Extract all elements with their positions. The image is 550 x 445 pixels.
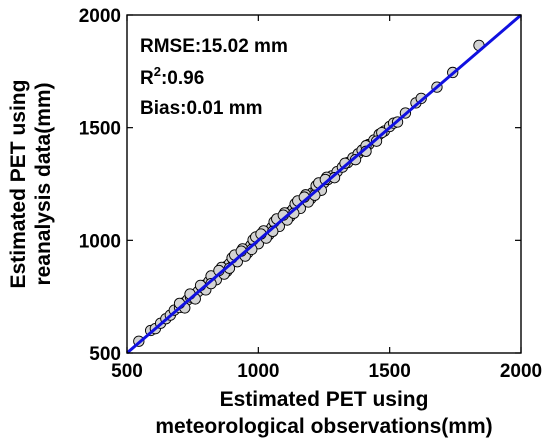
x-tick-label: 2000	[500, 361, 542, 382]
r2-value: :0.96	[161, 68, 204, 89]
r2-superscript: 2	[154, 64, 161, 79]
y-tick-label: 1000	[79, 231, 121, 252]
x-axis-label-line-1: Estimated PET using	[220, 388, 429, 411]
r2-label: R2:0.96	[140, 64, 204, 89]
rmse-label: RMSE:15.02 mm	[140, 36, 288, 57]
r2-base: R	[140, 68, 154, 89]
x-axis-label-line-2: meteorological observations(mm)	[155, 415, 492, 438]
y-tick-label: 1500	[79, 119, 121, 140]
y-axis-label-line-2: reanalysis data(mm)	[32, 82, 55, 285]
y-axis-label-line-1: Estimated PET using	[7, 80, 30, 289]
x-tick-label: 1000	[237, 361, 279, 382]
plot-frame	[126, 14, 522, 354]
fit-line	[126, 13, 522, 355]
y-tick-label: 2000	[79, 6, 121, 27]
x-tick-label: 500	[111, 361, 143, 382]
x-tick-label: 1500	[369, 361, 411, 382]
axis-ticks: 500 1000 1500 2000 500 1000 1500 2000	[79, 6, 542, 382]
bias-label: Bias:0.01 mm	[140, 98, 263, 119]
y-tick-label: 500	[89, 344, 121, 365]
